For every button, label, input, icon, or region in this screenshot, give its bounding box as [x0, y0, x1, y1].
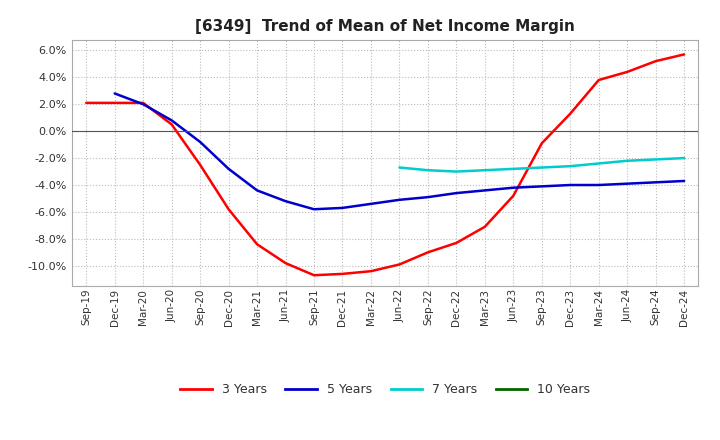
5 Years [566, 182, 575, 187]
3 Years [366, 268, 375, 274]
3 Years [110, 100, 119, 106]
5 Years [167, 118, 176, 123]
Legend: 3 Years, 5 Years, 7 Years, 10 Years: 3 Years, 5 Years, 7 Years, 10 Years [176, 378, 595, 401]
5 Years [310, 207, 318, 212]
3 Years [652, 59, 660, 64]
7 Years [452, 169, 461, 174]
3 Years [623, 69, 631, 74]
5 Years [537, 184, 546, 189]
3 Years [452, 240, 461, 246]
3 Years [338, 271, 347, 276]
3 Years [282, 260, 290, 266]
7 Years [680, 155, 688, 161]
5 Years [338, 205, 347, 211]
5 Years [595, 182, 603, 187]
5 Years [366, 201, 375, 206]
3 Years [82, 100, 91, 106]
7 Years [423, 168, 432, 173]
Title: [6349]  Trend of Mean of Net Income Margin: [6349] Trend of Mean of Net Income Margi… [195, 19, 575, 34]
5 Years [423, 194, 432, 200]
3 Years [253, 242, 261, 247]
5 Years [139, 102, 148, 107]
3 Years [595, 77, 603, 83]
5 Years [509, 185, 518, 191]
7 Years [395, 165, 404, 170]
3 Years [480, 224, 489, 229]
5 Years [253, 188, 261, 193]
7 Years [623, 158, 631, 163]
3 Years [537, 141, 546, 146]
7 Years [480, 168, 489, 173]
5 Years [623, 181, 631, 186]
3 Years [196, 162, 204, 168]
7 Years [509, 166, 518, 172]
5 Years [225, 166, 233, 172]
5 Years [652, 180, 660, 185]
7 Years [566, 164, 575, 169]
5 Years [282, 198, 290, 204]
7 Years [595, 161, 603, 166]
5 Years [110, 91, 119, 96]
3 Years [225, 207, 233, 212]
5 Years [680, 178, 688, 183]
Line: 5 Years: 5 Years [114, 93, 684, 209]
3 Years [167, 122, 176, 127]
7 Years [652, 157, 660, 162]
Line: 3 Years: 3 Years [86, 55, 684, 275]
3 Years [509, 193, 518, 198]
5 Years [452, 191, 461, 196]
5 Years [395, 197, 404, 202]
3 Years [680, 52, 688, 57]
Line: 7 Years: 7 Years [400, 158, 684, 172]
3 Years [310, 273, 318, 278]
3 Years [423, 249, 432, 255]
3 Years [139, 100, 148, 106]
7 Years [537, 165, 546, 170]
5 Years [196, 139, 204, 145]
3 Years [395, 262, 404, 267]
5 Years [480, 188, 489, 193]
3 Years [566, 111, 575, 116]
